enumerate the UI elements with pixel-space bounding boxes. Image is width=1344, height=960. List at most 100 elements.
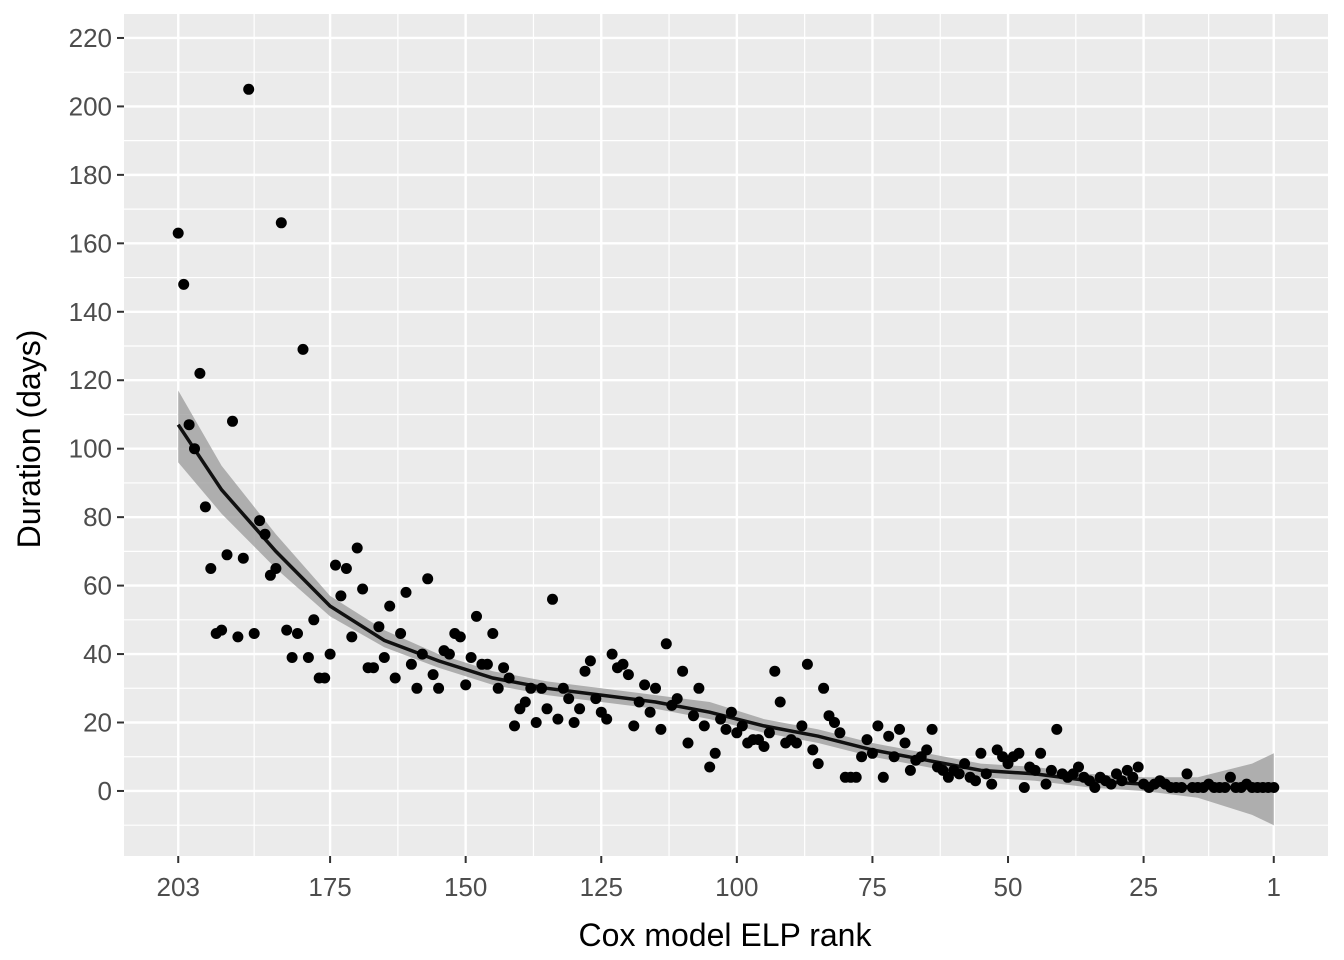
data-point (1105, 778, 1117, 790)
data-point (216, 624, 228, 636)
data-point (172, 227, 184, 239)
data-point (650, 682, 661, 694)
data-point (677, 665, 689, 677)
data-point (725, 706, 737, 718)
data-point (953, 768, 965, 780)
data-point (1127, 771, 1139, 783)
data-point (1013, 747, 1025, 759)
data-point (492, 682, 504, 694)
data-point (617, 658, 629, 670)
x-tick-label: 1 (1267, 872, 1281, 902)
y-tick-label: 20 (83, 708, 112, 738)
y-tick-label: 120 (69, 365, 112, 395)
data-point (346, 631, 358, 643)
data-point (796, 720, 808, 732)
data-point (574, 703, 586, 715)
data-point (536, 682, 548, 694)
data-point (639, 679, 651, 691)
y-tick-label: 220 (69, 23, 112, 53)
data-point (368, 662, 379, 674)
data-point (921, 744, 933, 756)
y-tick-label: 80 (83, 502, 112, 532)
data-point (894, 723, 905, 735)
data-point (633, 696, 645, 708)
data-point (688, 710, 699, 722)
data-point (530, 717, 542, 728)
data-point (308, 614, 320, 626)
data-point (877, 771, 889, 783)
data-point (270, 563, 282, 574)
data-point (275, 217, 287, 229)
data-point (579, 665, 591, 677)
x-tick-label: 100 (715, 872, 758, 902)
y-tick-label: 60 (83, 571, 112, 601)
y-tick-label: 0 (98, 776, 112, 806)
data-point (519, 696, 531, 708)
data-point (926, 723, 938, 735)
data-point (400, 586, 412, 598)
data-point (1029, 764, 1041, 776)
x-axis-title: Cox model ELP rank (579, 917, 873, 953)
data-point (1219, 782, 1231, 793)
data-point (1176, 782, 1188, 793)
data-point (568, 717, 580, 728)
data-point (373, 621, 385, 633)
data-point (801, 658, 813, 670)
x-tick-label: 75 (858, 872, 887, 902)
y-axis-title: Duration (days) (11, 330, 47, 549)
data-point (411, 682, 423, 694)
x-axis: 203 175 150 125 100 75 50 25 1 (157, 856, 1281, 902)
data-point (1268, 782, 1280, 793)
data-point (959, 758, 971, 770)
data-point (330, 559, 341, 571)
data-point (525, 682, 537, 694)
data-point (883, 730, 895, 742)
data-point (416, 648, 428, 660)
data-point (970, 775, 981, 787)
data-point (243, 83, 255, 95)
data-point (856, 751, 868, 763)
data-point (199, 501, 211, 513)
data-point (498, 662, 510, 674)
data-point (1040, 778, 1052, 790)
data-point (975, 747, 987, 759)
data-point (547, 593, 558, 605)
data-point (454, 631, 466, 643)
data-point (601, 713, 613, 725)
data-point (671, 693, 683, 705)
data-point (774, 696, 786, 708)
data-point (384, 600, 396, 612)
data-point (183, 419, 195, 431)
data-point (351, 542, 363, 554)
data-point (986, 778, 998, 790)
data-point (584, 655, 596, 667)
data-point (715, 713, 727, 725)
data-point (834, 727, 846, 739)
data-point (286, 652, 298, 663)
data-point (1051, 723, 1063, 735)
data-point (443, 648, 455, 660)
data-point (1132, 761, 1144, 773)
data-point (720, 723, 732, 735)
data-point (378, 652, 390, 663)
data-point (395, 628, 407, 639)
data-point (319, 672, 331, 684)
y-tick-label: 200 (69, 91, 112, 121)
data-point (335, 590, 347, 602)
data-point (1035, 747, 1047, 759)
data-point (812, 758, 824, 770)
data-point (460, 679, 472, 691)
data-point (1089, 782, 1101, 793)
data-point (503, 672, 515, 684)
data-point (427, 669, 439, 681)
data-point (1116, 775, 1128, 787)
data-point (888, 751, 900, 763)
x-tick-label: 175 (308, 872, 351, 902)
data-point (698, 720, 710, 732)
data-point (1073, 761, 1084, 773)
data-point (861, 734, 873, 746)
data-point (709, 747, 721, 759)
data-point (872, 720, 884, 732)
data-point (866, 747, 878, 759)
